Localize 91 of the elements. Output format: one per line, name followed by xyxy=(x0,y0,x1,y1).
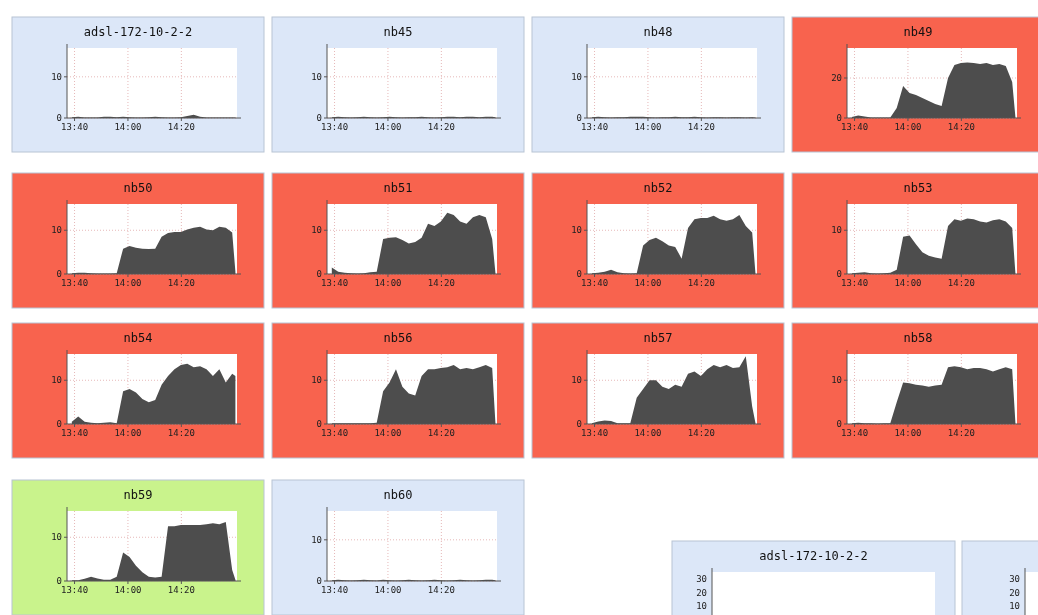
x-tick-label: 14:20 xyxy=(427,122,455,132)
chart-title: nb50 xyxy=(123,181,153,195)
y-tick-label: 10 xyxy=(311,534,322,545)
y-tick-label: 0 xyxy=(316,269,322,280)
chart-title: nb49 xyxy=(903,25,933,39)
x-tick-label: 13:40 xyxy=(580,122,609,132)
x-tick-label: 13:40 xyxy=(60,428,89,438)
y-tick-label: 0 xyxy=(316,576,322,587)
x-tick-label: 13:40 xyxy=(580,278,609,288)
y-tick-label: 10 xyxy=(311,375,322,386)
chart-title: nb58 xyxy=(903,331,933,345)
x-tick-label: 14:00 xyxy=(894,278,922,288)
chart-title: nb53 xyxy=(903,181,933,195)
x-tick-label: 13:40 xyxy=(60,585,89,595)
y-tick-label: 0 xyxy=(836,113,842,124)
y-tick-label: 0 xyxy=(56,576,62,587)
x-tick-label: 13:40 xyxy=(320,122,349,132)
x-tick-label: 14:00 xyxy=(114,278,142,288)
chart-title: nb48 xyxy=(643,25,673,39)
chart-title: nb54 xyxy=(123,331,153,345)
x-tick-label: 14:00 xyxy=(114,122,142,132)
x-tick-label: 14:20 xyxy=(687,122,715,132)
x-tick-label: 14:00 xyxy=(894,122,922,132)
chart-title: nb60 xyxy=(383,488,413,502)
text: 10 xyxy=(696,601,707,612)
x-tick-label: 14:20 xyxy=(947,122,975,132)
x-tick-label: 14:00 xyxy=(114,428,142,438)
y-tick-label: 0 xyxy=(576,113,582,124)
x-tick-label: 14:20 xyxy=(427,278,455,288)
x-tick-label: 14:00 xyxy=(634,428,662,438)
chart-title: nb52 xyxy=(643,181,673,195)
x-tick-label: 13:40 xyxy=(320,278,349,288)
x-tick-label: 13:40 xyxy=(840,122,869,132)
x-tick-label: 14:20 xyxy=(167,428,195,438)
x-tick-label: 13:40 xyxy=(320,585,349,595)
x-tick-label: 14:00 xyxy=(374,122,402,132)
x-tick-label: 14:00 xyxy=(634,122,662,132)
x-tick-label: 14:00 xyxy=(374,278,402,288)
y-tick-label: 10 xyxy=(51,225,62,236)
chart-title: nb51 xyxy=(383,181,413,195)
y-tick-label: 10 xyxy=(831,375,842,386)
chart-title: nb56 xyxy=(383,331,413,345)
x-tick-label: 13:40 xyxy=(840,278,869,288)
y-tick-label: 0 xyxy=(836,419,842,430)
text: 10 xyxy=(1009,601,1020,612)
x-tick-label: 14:20 xyxy=(427,585,455,595)
y-tick-label: 10 xyxy=(571,375,582,386)
x-tick-label: 14:20 xyxy=(947,428,975,438)
text: 20 xyxy=(696,587,707,598)
text: 30 xyxy=(1009,574,1020,585)
x-tick-label: 14:00 xyxy=(374,585,402,595)
y-tick-label: 10 xyxy=(51,375,62,386)
x-tick-label: 14:00 xyxy=(374,428,402,438)
x-tick-label: 14:00 xyxy=(634,278,662,288)
x-tick-label: 14:20 xyxy=(427,428,455,438)
x-tick-label: 14:20 xyxy=(167,585,195,595)
y-tick-label: 10 xyxy=(51,71,62,82)
y-tick-label: 20 xyxy=(831,73,842,84)
text: adsl-172-10-2-2 xyxy=(759,549,868,563)
y-tick-label: 10 xyxy=(51,532,62,543)
x-tick-label: 13:40 xyxy=(320,428,349,438)
x-tick-label: 14:20 xyxy=(687,428,715,438)
x-tick-label: 13:40 xyxy=(840,428,869,438)
chart-title: nb45 xyxy=(383,25,413,39)
x-tick-label: 14:20 xyxy=(947,278,975,288)
x-tick-label: 13:40 xyxy=(60,122,89,132)
x-tick-label: 14:20 xyxy=(167,278,195,288)
x-tick-label: 13:40 xyxy=(60,278,89,288)
chart-title: nb57 xyxy=(643,331,673,345)
x-tick-label: 14:20 xyxy=(687,278,715,288)
x-tick-label: 14:20 xyxy=(167,122,195,132)
chart-title: adsl-172-10-2-2 xyxy=(83,25,193,39)
x-tick-label: 14:00 xyxy=(894,428,922,438)
y-tick-label: 10 xyxy=(571,71,582,82)
y-tick-label: 10 xyxy=(831,225,842,236)
y-tick-label: 0 xyxy=(576,419,582,430)
y-tick-label: 0 xyxy=(576,269,582,280)
y-tick-label: 0 xyxy=(316,113,322,124)
y-tick-label: 10 xyxy=(571,225,582,236)
text: 30 xyxy=(696,574,707,585)
x-tick-label: 13:40 xyxy=(580,428,609,438)
y-tick-label: 10 xyxy=(311,71,322,82)
y-tick-label: 0 xyxy=(836,269,842,280)
y-tick-label: 0 xyxy=(316,419,322,430)
y-tick-label: 10 xyxy=(311,225,322,236)
chart-title: nb59 xyxy=(123,488,153,502)
y-tick-label: 0 xyxy=(56,419,62,430)
x-tick-label: 14:00 xyxy=(114,585,142,595)
text: 20 xyxy=(1009,587,1020,598)
y-tick-label: 0 xyxy=(56,269,62,280)
y-tick-label: 0 xyxy=(56,113,62,124)
